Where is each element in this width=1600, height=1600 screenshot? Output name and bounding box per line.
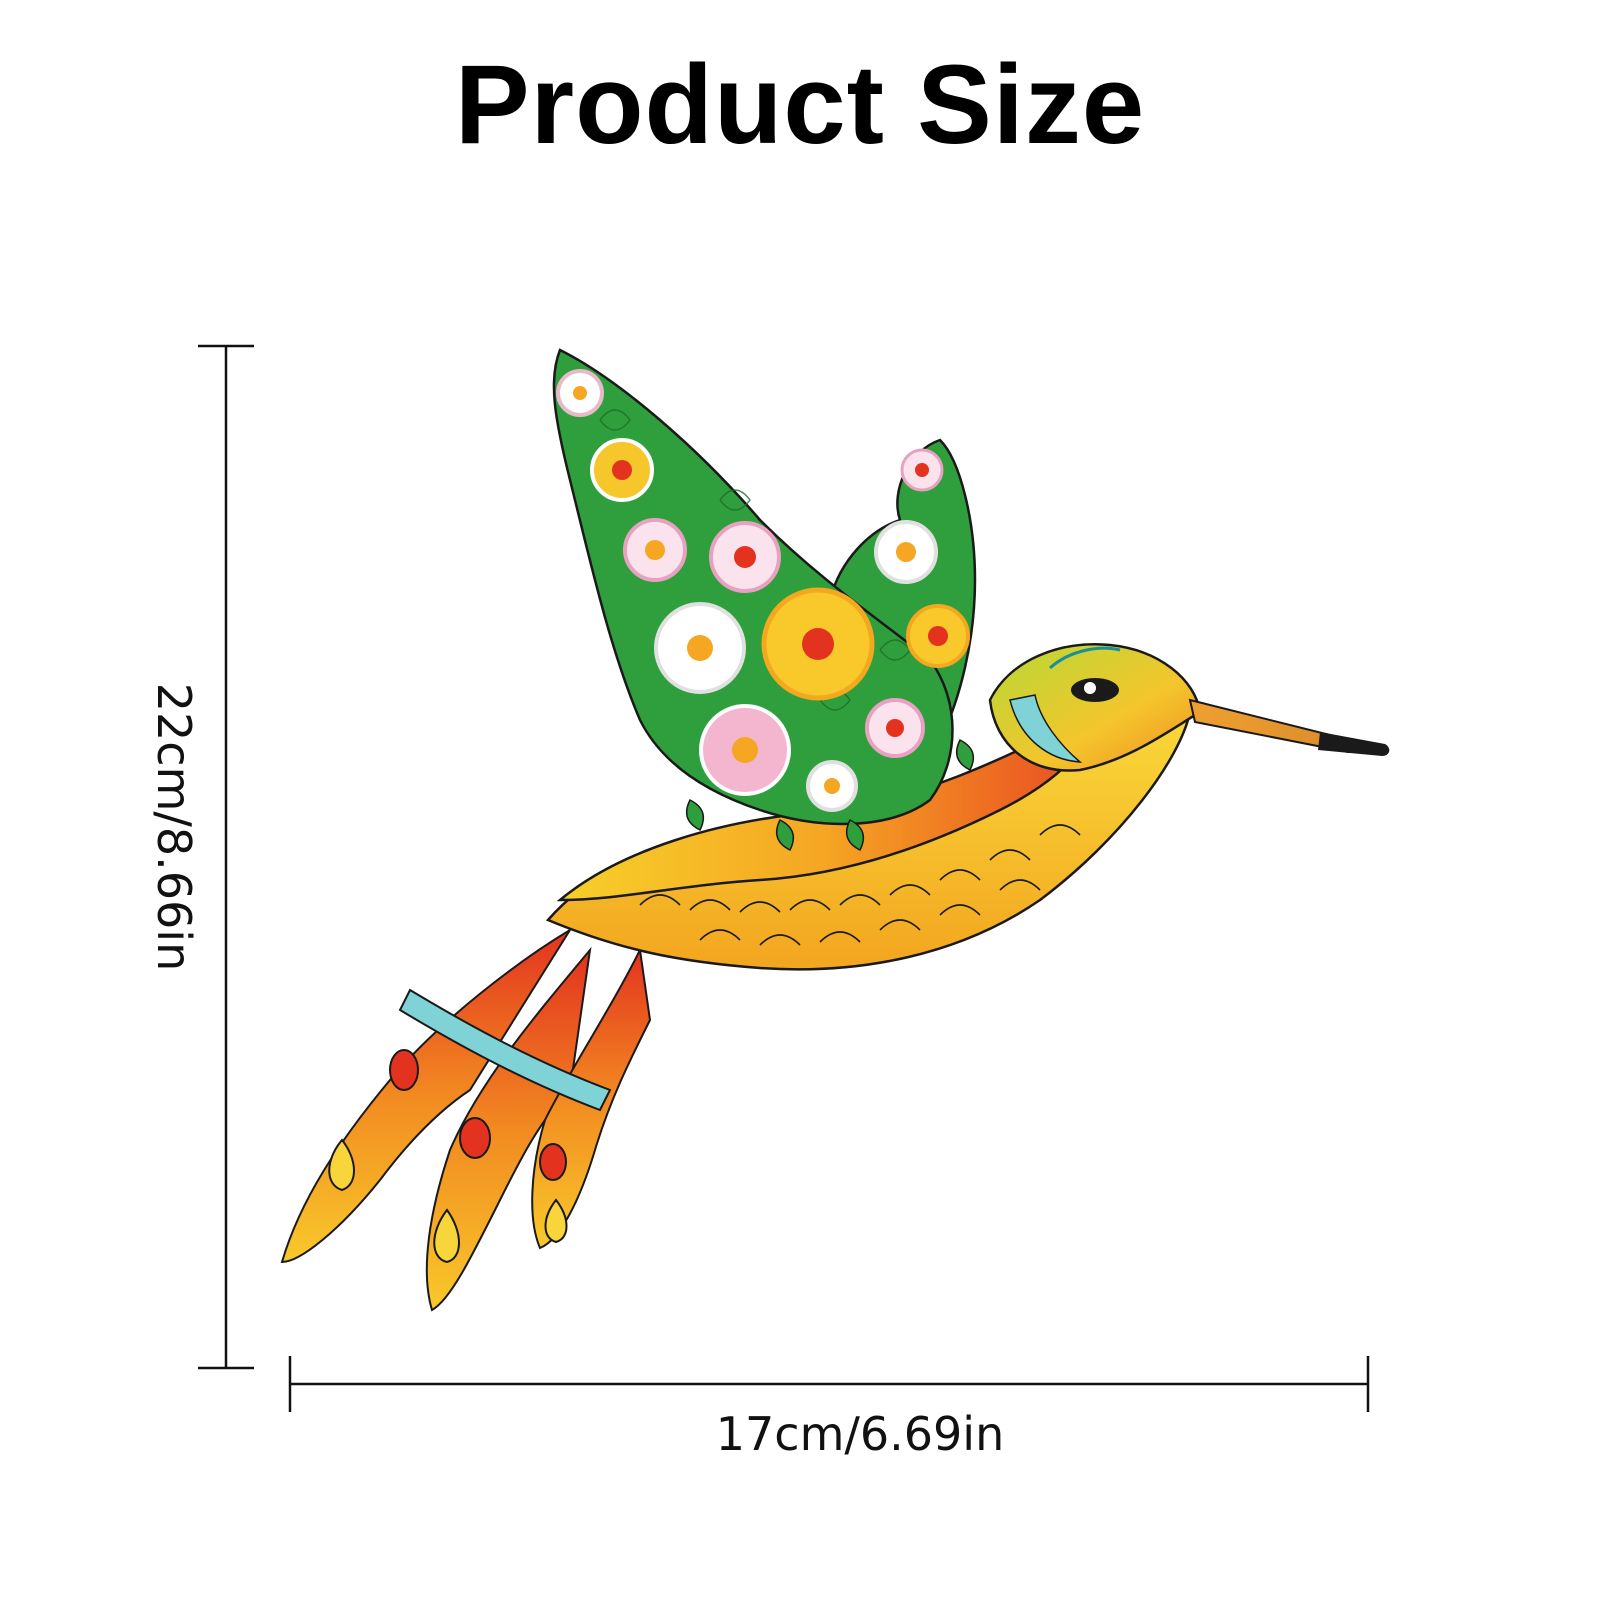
- body: [545, 710, 1192, 971]
- flower-icon: [874, 520, 938, 584]
- flower-icon: [590, 438, 654, 502]
- flower-icon: [761, 587, 875, 701]
- hummingbird-illustration: [280, 348, 1390, 1312]
- flower-icon: [556, 369, 604, 417]
- flower-icon: [654, 602, 746, 694]
- eye-icon: [1071, 678, 1119, 702]
- flower-icon: [709, 521, 781, 593]
- flower-icon: [865, 698, 925, 758]
- flower-icon: [623, 518, 687, 582]
- flower-icon: [806, 760, 858, 812]
- height-label: 22cm/8.66in: [147, 682, 201, 972]
- width-label: 17cm/6.69in: [715, 1407, 1005, 1461]
- height-dimension-line: [198, 344, 254, 1370]
- wing-flowers: [556, 369, 970, 812]
- flower-icon: [699, 704, 791, 796]
- head: [988, 643, 1390, 772]
- flower-icon: [900, 448, 944, 492]
- wing-leaves: [685, 738, 975, 852]
- width-dimension-line: [288, 1356, 1370, 1412]
- page-title: Product Size: [454, 42, 1146, 167]
- flower-icon: [906, 604, 970, 668]
- tail: [280, 929, 652, 1312]
